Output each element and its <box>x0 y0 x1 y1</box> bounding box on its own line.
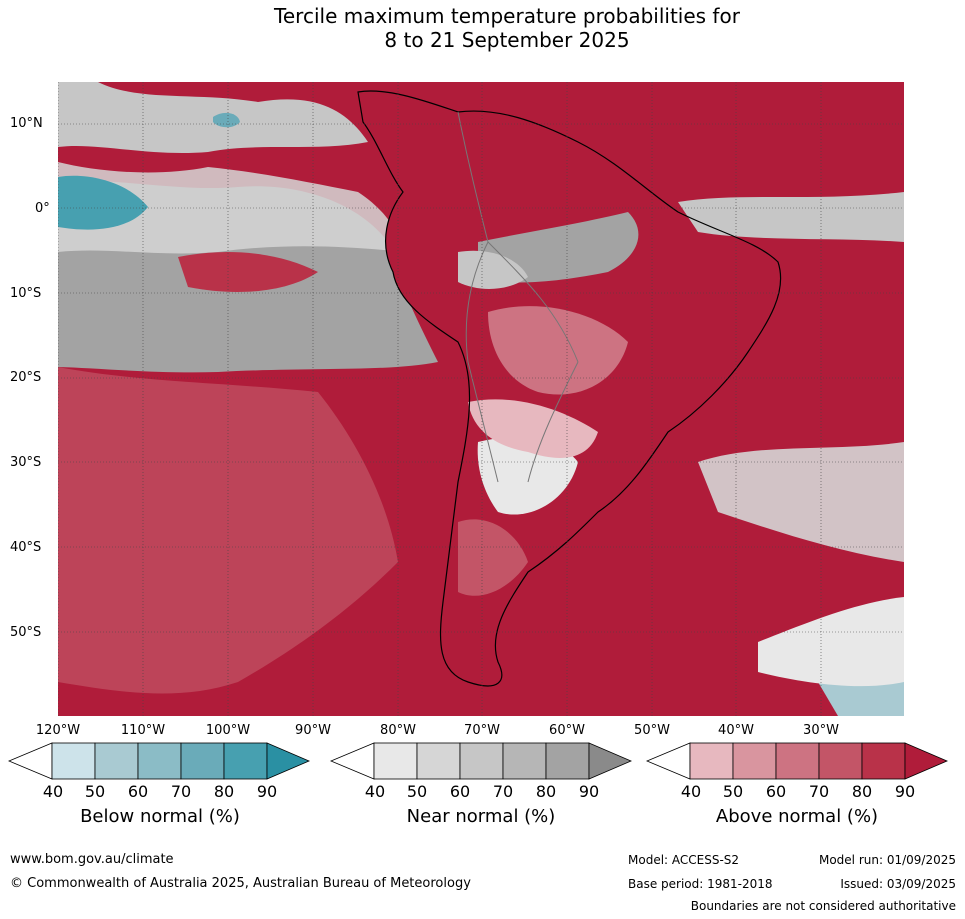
lat-label-30s: 30°S <box>10 455 42 470</box>
near-normal-label: Near normal (%) <box>406 806 556 827</box>
near-normal-light-pacific <box>58 162 403 254</box>
below-tick-90: 90 <box>256 782 278 801</box>
above-tick-60: 60 <box>765 782 787 801</box>
colorbar-near-normal <box>330 742 632 780</box>
lon-label-30w: 30°W <box>803 723 839 738</box>
near-tick-60: 60 <box>449 782 471 801</box>
lon-label-120w: 120°W <box>35 723 81 738</box>
lat-label-40s: 40°S <box>10 540 42 555</box>
near-tick-40: 40 <box>364 782 386 801</box>
lon-label-80w: 80°W <box>380 723 416 738</box>
below-tick-60: 60 <box>127 782 149 801</box>
lon-label-70w: 70°W <box>464 723 500 738</box>
title-line-1: Tercile maximum temperature probabilitie… <box>274 4 740 28</box>
above-normal-band-pacific <box>178 252 318 292</box>
lat-label-0: 0° <box>35 201 50 216</box>
below-normal-patch-pacific <box>58 175 148 230</box>
near-normal-atlantic-south <box>698 442 904 562</box>
lon-label-40w: 40°W <box>718 723 754 738</box>
lon-label-110w: 110°W <box>120 723 166 738</box>
above-tick-40: 40 <box>680 782 702 801</box>
map-title: Tercile maximum temperature probabilitie… <box>0 4 965 52</box>
graticule <box>58 82 904 716</box>
above-normal-light-brazil <box>488 306 628 395</box>
model-run: Model run: 01/09/2025 <box>818 853 956 867</box>
near-tick-80: 80 <box>535 782 557 801</box>
below-tick-50: 50 <box>84 782 106 801</box>
probability-map <box>58 82 904 716</box>
below-tick-70: 70 <box>170 782 192 801</box>
lon-label-60w: 60°W <box>549 723 585 738</box>
lat-label-20s: 20°S <box>10 370 42 385</box>
below-normal-label: Below normal (%) <box>80 806 240 827</box>
near-tick-50: 50 <box>406 782 428 801</box>
below-normal-patch-small <box>213 112 240 128</box>
above-normal-light-argentina <box>468 399 598 458</box>
near-tick-90: 90 <box>578 782 600 801</box>
website-link[interactable]: www.bom.gov.au/climate <box>10 852 174 867</box>
below-tick-40: 40 <box>42 782 64 801</box>
colorbar-below-normal <box>8 742 310 780</box>
model-info: Model: ACCESS-S2 <box>628 853 740 867</box>
above-tick-70: 70 <box>808 782 830 801</box>
near-tick-70: 70 <box>492 782 514 801</box>
issued-date: Issued: 03/09/2025 <box>840 877 956 891</box>
near-normal-atlantic-far-south <box>758 597 904 687</box>
map-canvas <box>58 82 904 716</box>
above-tick-50: 50 <box>722 782 744 801</box>
lon-label-90w: 90°W <box>295 723 331 738</box>
colorbar-above-normal <box>646 742 948 780</box>
below-tick-80: 80 <box>213 782 235 801</box>
near-normal-amazon-light <box>458 250 528 289</box>
coastline <box>357 90 782 687</box>
lon-label-100w: 100°W <box>205 723 251 738</box>
lat-label-50s: 50°S <box>10 625 42 640</box>
base-period: Base period: 1981-2018 <box>628 877 773 891</box>
above-normal-label: Above normal (%) <box>715 806 879 827</box>
title-line-2: 8 to 21 September 2025 <box>384 28 630 52</box>
above-tick-80: 80 <box>851 782 873 801</box>
lat-label-10n: 10°N <box>10 116 43 131</box>
lon-label-50w: 50°W <box>634 723 670 738</box>
above-tick-90: 90 <box>894 782 916 801</box>
near-normal-atlantic <box>678 192 904 242</box>
above-normal-medium-patagonia <box>458 519 528 596</box>
boundaries-disclaimer: Boundaries are not considered authoritat… <box>690 899 956 913</box>
copyright-text: © Commonwealth of Australia 2025, Austra… <box>10 876 471 891</box>
country-borders <box>457 111 579 483</box>
lat-label-10s: 10°S <box>10 286 42 301</box>
